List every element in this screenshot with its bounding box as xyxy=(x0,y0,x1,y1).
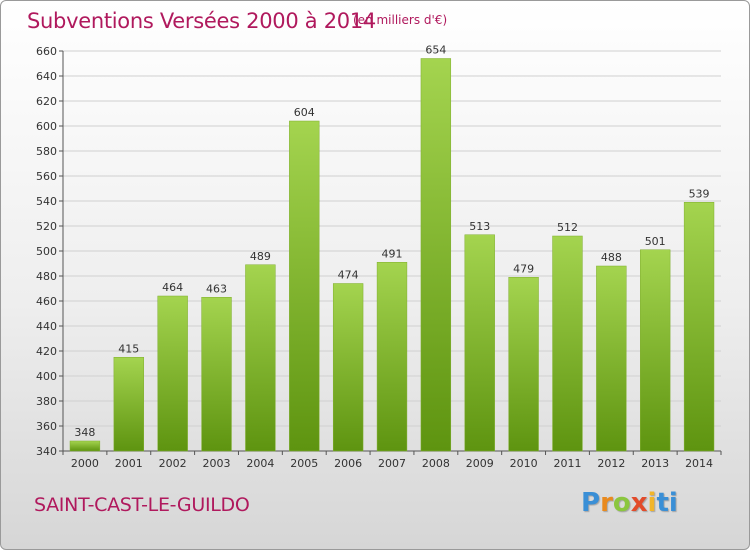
bar-value-label: 488 xyxy=(601,251,622,264)
y-tick-label: 540 xyxy=(36,195,57,208)
x-tick-label: 2004 xyxy=(246,457,274,470)
bars xyxy=(69,58,715,452)
chart-subtitle: (en milliers d'€) xyxy=(353,13,448,27)
y-tick-label: 520 xyxy=(36,220,57,233)
labels: 340 360 380 400 420 440 460 480 500 520 540 560 580 6… xyxy=(36,44,713,471)
logo-letter: x xyxy=(630,488,648,518)
logo-letter: i xyxy=(668,488,678,518)
y-tick-label: 360 xyxy=(36,420,57,433)
bar-2000 xyxy=(69,440,101,452)
bar-2006 xyxy=(332,283,364,452)
y-tick-label: 600 xyxy=(36,120,57,133)
x-tick-label: 2009 xyxy=(466,457,494,470)
bar-2005 xyxy=(289,120,320,452)
x-tick-label: 2000 xyxy=(71,457,99,470)
logo-letter: r xyxy=(600,488,613,518)
bar-2002 xyxy=(157,295,188,452)
x-tick-label: 2014 xyxy=(685,457,713,470)
logo-letter: t xyxy=(656,488,669,518)
bar-value-label: 501 xyxy=(645,235,666,248)
bar-value-label: 464 xyxy=(162,281,183,294)
bar-2007 xyxy=(376,262,408,452)
bar-2003 xyxy=(201,297,232,452)
y-tick-label: 460 xyxy=(36,295,57,308)
x-tick-label: 2001 xyxy=(115,457,143,470)
bar-2010 xyxy=(508,277,539,452)
bar-value-label: 474 xyxy=(338,269,359,282)
x-tick-label: 2005 xyxy=(290,457,318,470)
bar-value-label: 489 xyxy=(250,250,271,263)
y-tick-label: 660 xyxy=(36,45,57,58)
x-tick-label: 2010 xyxy=(510,457,538,470)
bar-value-label: 491 xyxy=(382,247,403,260)
bar-value-label: 415 xyxy=(118,342,139,355)
bar-value-label: 539 xyxy=(689,187,710,200)
x-tick-label: 2003 xyxy=(203,457,231,470)
bar-value-label: 348 xyxy=(74,426,95,439)
y-tick-label: 500 xyxy=(36,245,57,258)
y-tick-label: 380 xyxy=(36,395,57,408)
bar-2004 xyxy=(245,264,276,452)
y-tick-label: 340 xyxy=(36,445,57,458)
bar-value-label: 479 xyxy=(513,262,534,275)
logo-letter: i xyxy=(647,488,657,518)
y-tick-label: 580 xyxy=(36,145,57,158)
bar-value-label: 604 xyxy=(294,106,315,119)
x-tick-label: 2012 xyxy=(597,457,625,470)
bar-value-label: 654 xyxy=(425,44,446,57)
bar-2014 xyxy=(683,202,715,452)
bar-2011 xyxy=(552,235,583,452)
y-tick-label: 560 xyxy=(36,170,57,183)
commune-name: SAINT-CAST-LE-GUILDO xyxy=(34,494,250,516)
y-tick-label: 620 xyxy=(36,95,57,108)
y-tick-label: 400 xyxy=(36,370,57,383)
bar-value-label: 512 xyxy=(557,221,578,234)
x-tick-label: 2013 xyxy=(641,457,669,470)
x-tick-label: 2011 xyxy=(553,457,581,470)
y-tick-label: 640 xyxy=(36,70,57,83)
bar-2001 xyxy=(113,357,144,452)
y-tick-label: 420 xyxy=(36,345,57,358)
proxiti-logo: Proxiti xyxy=(581,488,678,518)
x-tick-label: 2008 xyxy=(422,457,450,470)
chart-title: Subventions Versées 2000 à 2014 xyxy=(27,9,376,33)
x-tick-label: 2006 xyxy=(334,457,362,470)
y-tick-label: 480 xyxy=(36,270,57,283)
x-tick-label: 2002 xyxy=(159,457,187,470)
bar-value-label: 463 xyxy=(206,282,227,295)
bar-2012 xyxy=(596,265,627,452)
y-tick-label: 440 xyxy=(36,320,57,333)
logo-letter: P xyxy=(581,488,601,518)
bar-2009 xyxy=(464,234,495,452)
bar-value-label: 513 xyxy=(469,220,490,233)
bar-2008 xyxy=(420,58,452,452)
logo-letter: o xyxy=(612,488,631,518)
bar-2013 xyxy=(640,249,671,452)
x-tick-label: 2007 xyxy=(378,457,406,470)
